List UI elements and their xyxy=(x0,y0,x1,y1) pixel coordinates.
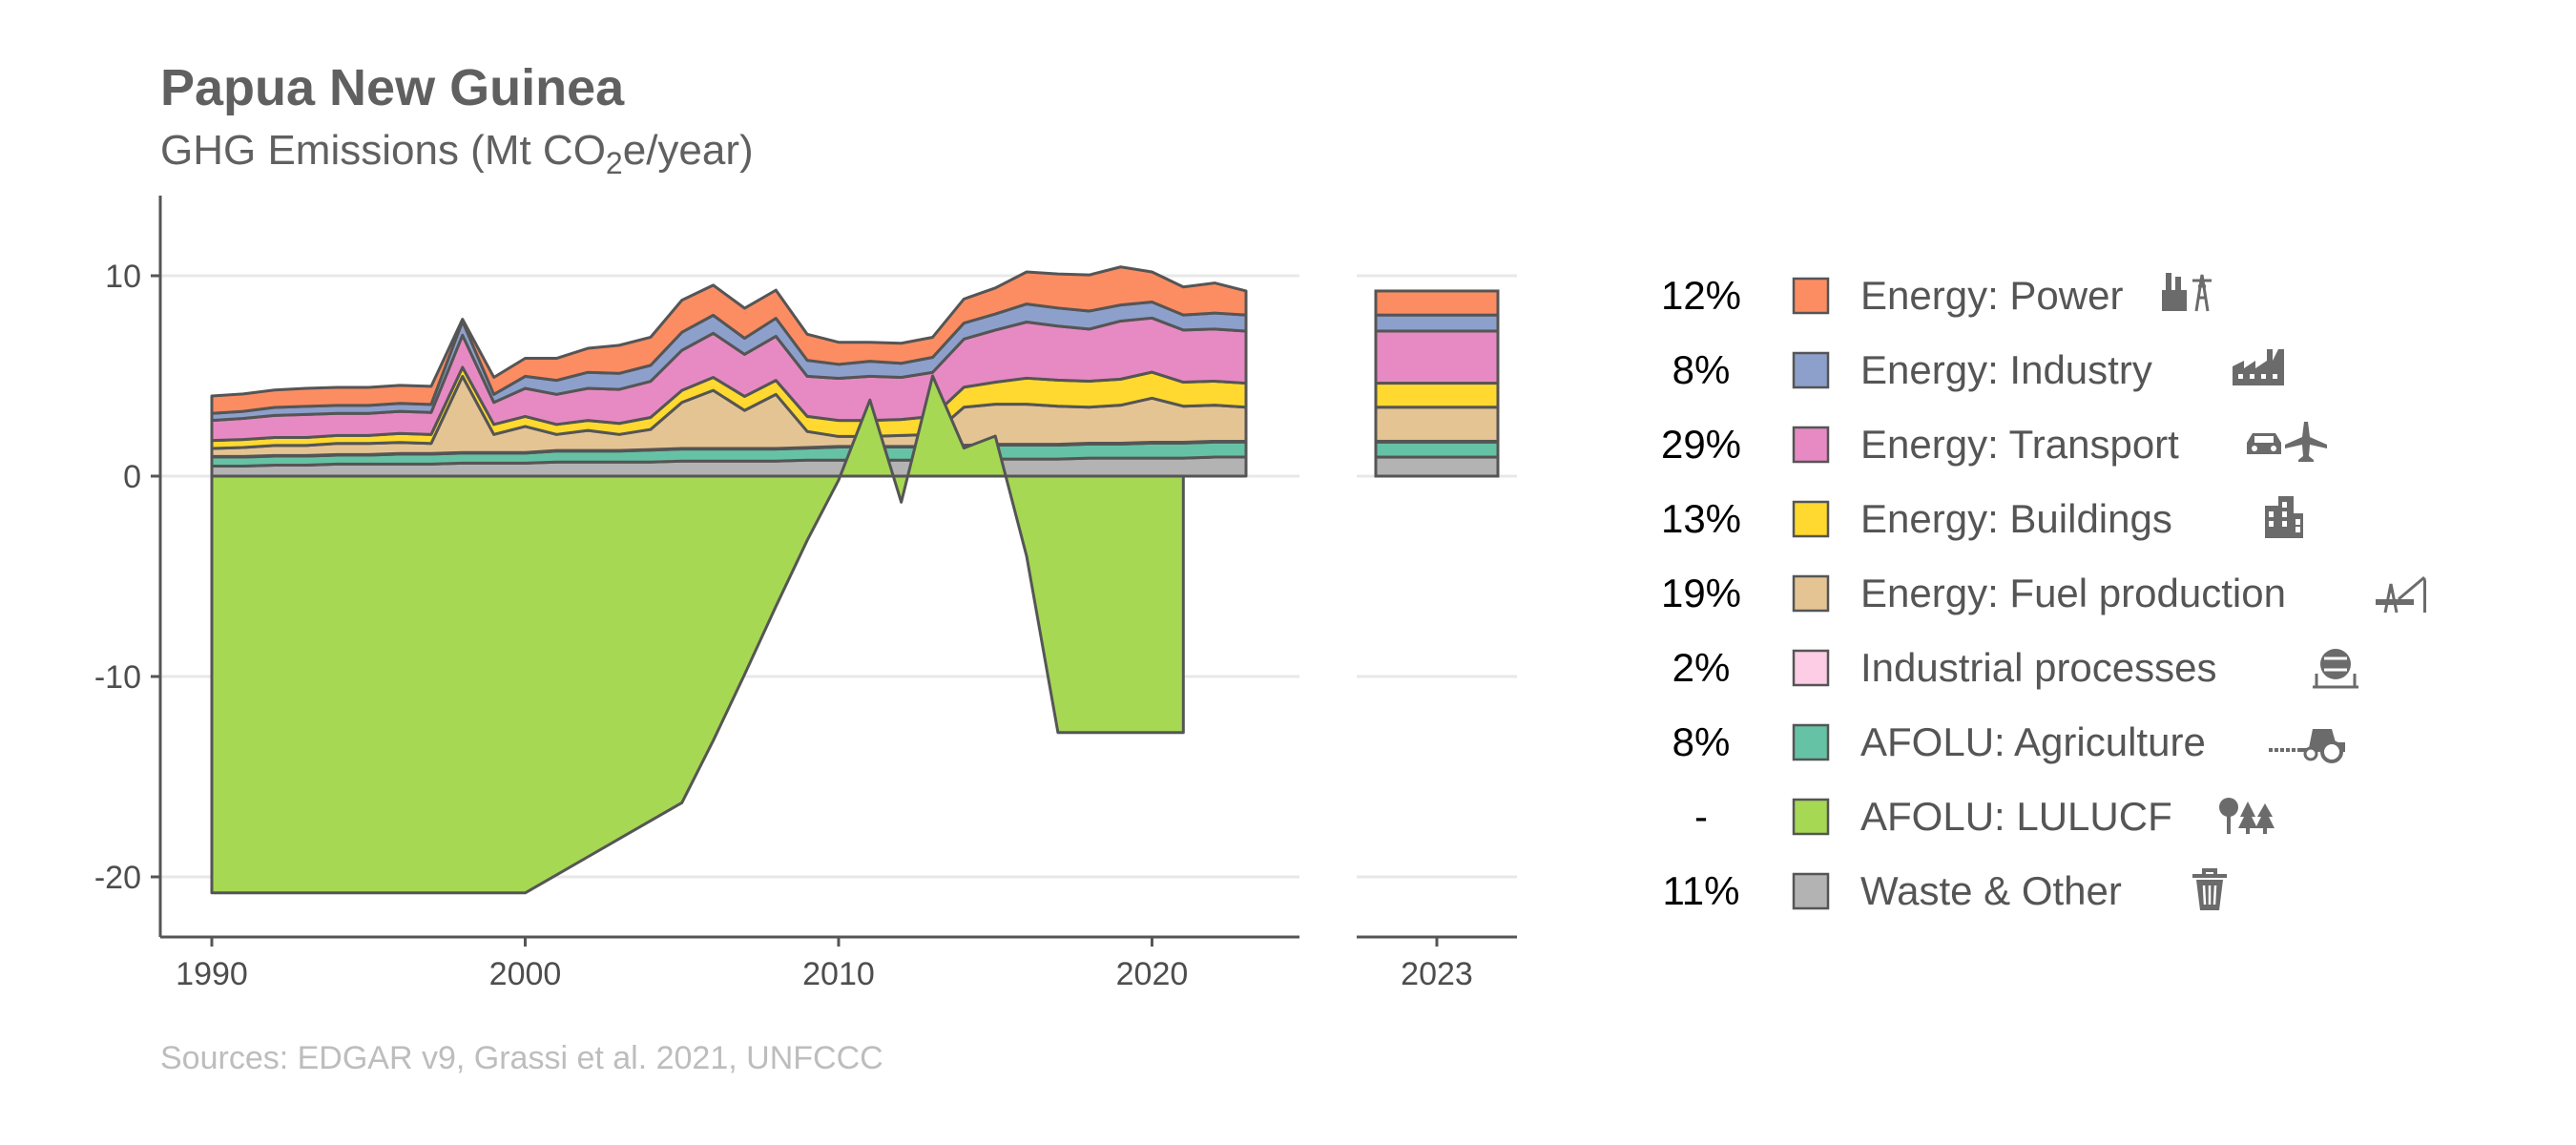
legend-label: Industrial processes xyxy=(1860,645,2217,690)
oil-rig-icon xyxy=(2376,575,2427,614)
tractor-icon xyxy=(2269,729,2345,763)
trash-icon xyxy=(2192,868,2227,910)
bar-segment-buildings xyxy=(1374,382,1500,409)
legend-swatch xyxy=(1792,500,1830,538)
x-tick-label: 2010 xyxy=(802,956,875,992)
bar-segment-industry xyxy=(1374,313,1500,333)
legend-item-lulucf: - AFOLU: LULUCF xyxy=(1694,794,2275,839)
legend-label: Energy: Fuel production xyxy=(1860,571,2286,615)
legend-label: Energy: Buildings xyxy=(1860,496,2172,541)
legend-item-industry: 8% Energy: Industry xyxy=(1672,347,2284,392)
legend-item-buildings: 13% Energy: Buildings xyxy=(1661,496,2303,541)
legend-swatch xyxy=(1792,277,1830,315)
bar-segment-power xyxy=(1374,289,1500,317)
y-tick-label: -10 xyxy=(94,659,141,696)
legend: 12% Energy: Power 8% Energy: Industry 29% Ene… xyxy=(1661,273,2427,913)
x-tick-label: 1990 xyxy=(176,956,248,992)
bar-segment-transport xyxy=(1374,329,1500,385)
emission-areas xyxy=(210,265,1248,895)
axes: 10 0 -10 -20 1990 2000 2010 2020 2023 xyxy=(94,196,1517,992)
bar-segment-agriculture xyxy=(1374,440,1500,459)
subtitle-suffix: e/year) xyxy=(623,127,754,174)
legend-item-industrial_processes: 2% Industrial processes xyxy=(1672,645,2358,690)
chart-title: Papua New Guinea xyxy=(160,59,625,116)
legend-swatch xyxy=(1792,426,1830,464)
legend-percent: 12% xyxy=(1661,273,1741,318)
cement-mixer-icon xyxy=(2313,649,2358,689)
legend-swatch xyxy=(1792,723,1830,761)
area-power xyxy=(210,265,1248,415)
legend-swatch xyxy=(1792,574,1830,613)
legend-percent: 2% xyxy=(1672,645,1731,690)
x-tick-label: 2000 xyxy=(489,956,562,992)
legend-percent: 11% xyxy=(1663,868,1740,913)
legend-swatch xyxy=(1792,649,1830,687)
legend-label: Energy: Power xyxy=(1860,273,2123,318)
legend-percent: 13% xyxy=(1661,496,1741,541)
building-icon xyxy=(2265,496,2303,538)
legend-percent: 29% xyxy=(1661,422,1741,467)
legend-swatch xyxy=(1792,798,1830,836)
x-tick-label: 2020 xyxy=(1116,956,1189,992)
legend-item-transport: 29% Energy: Transport xyxy=(1661,422,2327,467)
trees-icon xyxy=(2219,798,2275,834)
legend-swatch xyxy=(1792,351,1830,389)
y-tick-label: -20 xyxy=(94,860,141,896)
chart-subtitle: GHG Emissions (Mt CO2e/year) xyxy=(160,127,754,180)
factory-icon xyxy=(2233,349,2284,385)
legend-item-power: 12% Energy: Power xyxy=(1661,273,2212,318)
bar-2023 xyxy=(1374,289,1500,478)
legend-label: Energy: Industry xyxy=(1860,347,2152,392)
legend-percent: - xyxy=(1694,794,1708,839)
legend-item-fuel: 19% Energy: Fuel production xyxy=(1661,571,2427,615)
legend-item-waste: 11% Waste & Other xyxy=(1663,868,2227,913)
y-tick-label: 10 xyxy=(105,259,141,295)
subtitle-subscript: 2 xyxy=(606,146,623,180)
bar-segment-fuel xyxy=(1374,406,1500,443)
legend-percent: 8% xyxy=(1672,347,1731,392)
legend-percent: 19% xyxy=(1661,571,1741,615)
legend-label: Waste & Other xyxy=(1860,868,2122,913)
legend-percent: 8% xyxy=(1672,719,1731,764)
legend-swatch xyxy=(1792,872,1830,910)
subtitle-prefix: GHG Emissions (Mt CO xyxy=(160,127,606,174)
source-note: Sources: EDGAR v9, Grassi et al. 2021, U… xyxy=(160,1040,883,1076)
bar-segment-waste xyxy=(1374,455,1500,478)
legend-label: AFOLU: LULUCF xyxy=(1860,794,2172,839)
y-tick-label: 0 xyxy=(123,459,141,495)
legend-label: AFOLU: Agriculture xyxy=(1860,719,2206,764)
bar-x-tick-label: 2023 xyxy=(1401,956,1473,992)
area-lulucf xyxy=(210,374,1185,895)
legend-item-agriculture: 8% AFOLU: Agriculture xyxy=(1672,719,2345,764)
power-plant-icon xyxy=(2162,273,2212,312)
car-plane-icon xyxy=(2247,422,2327,462)
legend-label: Energy: Transport xyxy=(1860,422,2179,467)
